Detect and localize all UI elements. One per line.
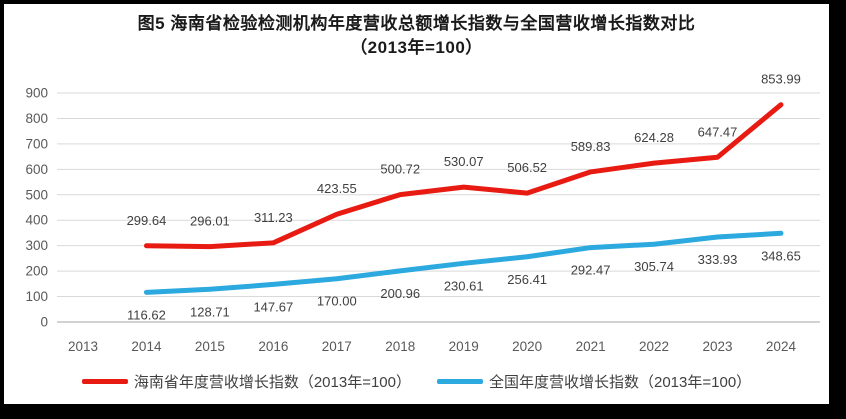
data-label: 128.71: [190, 304, 230, 319]
y-tick-label: 700: [25, 136, 48, 151]
chart-title-line1: 图5 海南省检验检测机构年度营收总额增长指数与全国营收增长指数对比: [137, 14, 696, 33]
y-tick-label: 900: [25, 86, 48, 101]
line-chart: 0 100 200 300 400 500 600 700 800 900 2013 2014 2015…: [25, 72, 820, 354]
data-label: 256.41: [507, 272, 547, 287]
data-label: 311.23: [254, 210, 293, 225]
x-tick-label: 2019: [449, 339, 479, 354]
data-label: 333.93: [698, 252, 738, 267]
legend-item-hainan: 海南省年度营收增长指数（2013年=100）: [81, 371, 411, 392]
hainan-series-line: [143, 102, 784, 250]
y-tick-label: 800: [25, 111, 48, 126]
x-tick-label: 2022: [639, 339, 669, 354]
data-label: 348.65: [761, 248, 801, 263]
chart-title: 图5 海南省检验检测机构年度营收总额增长指数与全国营收增长指数对比 （2013年…: [4, 12, 829, 60]
data-label: 170.00: [317, 294, 357, 309]
x-tick-label: 2023: [702, 339, 732, 354]
data-label: 589.83: [571, 139, 611, 154]
hainan-legend-label: 海南省年度营收增长指数（2013年=100）: [133, 374, 411, 391]
y-tick-label: 100: [25, 289, 48, 304]
data-label: 624.28: [634, 130, 674, 145]
chart-area: 0 100 200 300 400 500 600 700 800 900 2013 2014 2015…: [4, 4, 829, 404]
x-tick-label: 2016: [258, 339, 288, 354]
y-tick-label: 600: [25, 162, 48, 177]
data-label: 500.72: [380, 162, 420, 177]
y-tick-label: 0: [40, 315, 48, 330]
chart-title-line2: （2013年=100）: [350, 38, 483, 57]
data-label: 423.55: [317, 181, 357, 196]
data-label: 292.47: [571, 263, 611, 278]
national-line-swatch: [437, 379, 483, 384]
data-label: 147.67: [253, 299, 293, 314]
data-label: 116.62: [127, 307, 166, 322]
national-legend-label: 全国年度营收增长指数（2013年=100）: [489, 374, 752, 391]
y-tick-label: 200: [25, 264, 48, 279]
data-label: 506.52: [507, 160, 547, 175]
data-label: 305.74: [634, 259, 674, 274]
data-label: 200.96: [380, 286, 420, 301]
data-label: 230.61: [444, 278, 484, 293]
national-series-line: [143, 230, 784, 295]
x-tick-label: 2024: [766, 339, 797, 354]
legend-item-national: 全国年度营收增长指数（2013年=100）: [437, 371, 751, 392]
x-tick-label: 2017: [322, 339, 352, 354]
x-tick-label: 2020: [512, 339, 542, 354]
x-tick-label: 2015: [195, 339, 225, 354]
y-tick-label: 500: [25, 187, 48, 202]
x-tick-label: 2018: [385, 339, 415, 354]
data-label: 296.01: [190, 214, 230, 229]
hainan-line-swatch: [81, 379, 128, 384]
data-label: 530.07: [444, 154, 484, 169]
data-label: 299.64: [127, 213, 167, 228]
x-tick-label: 2021: [576, 339, 606, 354]
x-tick-label: 2014: [131, 339, 162, 354]
x-tick-label: 2013: [68, 339, 98, 354]
legend: 海南省年度营收增长指数（2013年=100） 全国年度营收增长指数（2013年=…: [4, 371, 829, 392]
y-tick-label: 400: [25, 213, 48, 228]
y-tick-label: 300: [25, 238, 48, 253]
data-label: 853.99: [761, 72, 801, 87]
data-label: 647.47: [698, 124, 738, 139]
